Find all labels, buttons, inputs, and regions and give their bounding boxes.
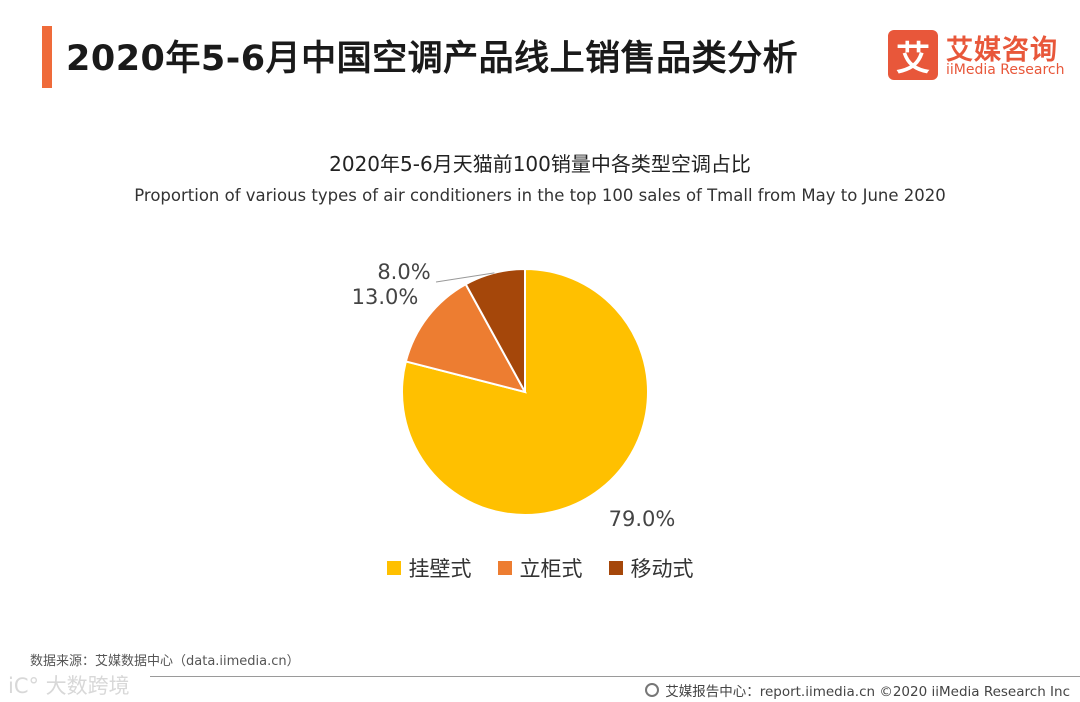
pie-slice-立柜式 xyxy=(404,282,527,394)
legend-label: 立柜式 xyxy=(519,557,583,581)
brand-name-en: iiMedia Research xyxy=(946,62,1065,78)
footer-text: 艾媒报告中心：report.iimedia.cn ©2020 iiMedia R… xyxy=(665,684,1070,700)
watermark: iC° 大数跨境 xyxy=(8,674,130,698)
data-label: 8.0% xyxy=(377,260,430,284)
title-accent-bar xyxy=(42,26,52,88)
pie-slice-移动式 xyxy=(464,267,526,393)
legend-swatch xyxy=(386,561,401,575)
footer: 艾媒报告中心：report.iimedia.cn ©2020 iiMedia R… xyxy=(645,680,1070,700)
data-label: 13.0% xyxy=(352,285,419,309)
data-source: 数据来源：艾媒数据中心（data.iimedia.cn） xyxy=(30,654,300,669)
brand-logo: 艾 艾媒咨询 iiMedia Research xyxy=(888,30,1065,82)
legend-swatch xyxy=(608,561,623,575)
legend-label: 移动式 xyxy=(630,557,694,581)
brand-name-cn: 艾媒咨询 xyxy=(946,35,1058,66)
page-title: 2020年5-6月中国空调产品线上销售品类分析 xyxy=(66,39,799,79)
legend-item: 挂壁式 xyxy=(386,553,472,583)
legend-item: 立柜式 xyxy=(497,553,583,583)
chart-subtitle: Proportion of various types of air condi… xyxy=(134,186,946,205)
footer-divider xyxy=(150,676,1080,677)
globe-icon xyxy=(645,683,660,697)
legend-swatch xyxy=(497,561,512,575)
brand-logo-icon: 艾 xyxy=(888,30,938,80)
data-label: 79.0% xyxy=(609,507,676,531)
chart-title: 2020年5-6月天猫前100销量中各类型空调占比 xyxy=(329,152,751,176)
legend-item: 移动式 xyxy=(608,553,694,583)
chart-legend: 挂壁式 立柜式 移动式 xyxy=(0,553,1080,583)
legend-label: 挂壁式 xyxy=(408,557,472,581)
leader-line xyxy=(435,272,495,283)
